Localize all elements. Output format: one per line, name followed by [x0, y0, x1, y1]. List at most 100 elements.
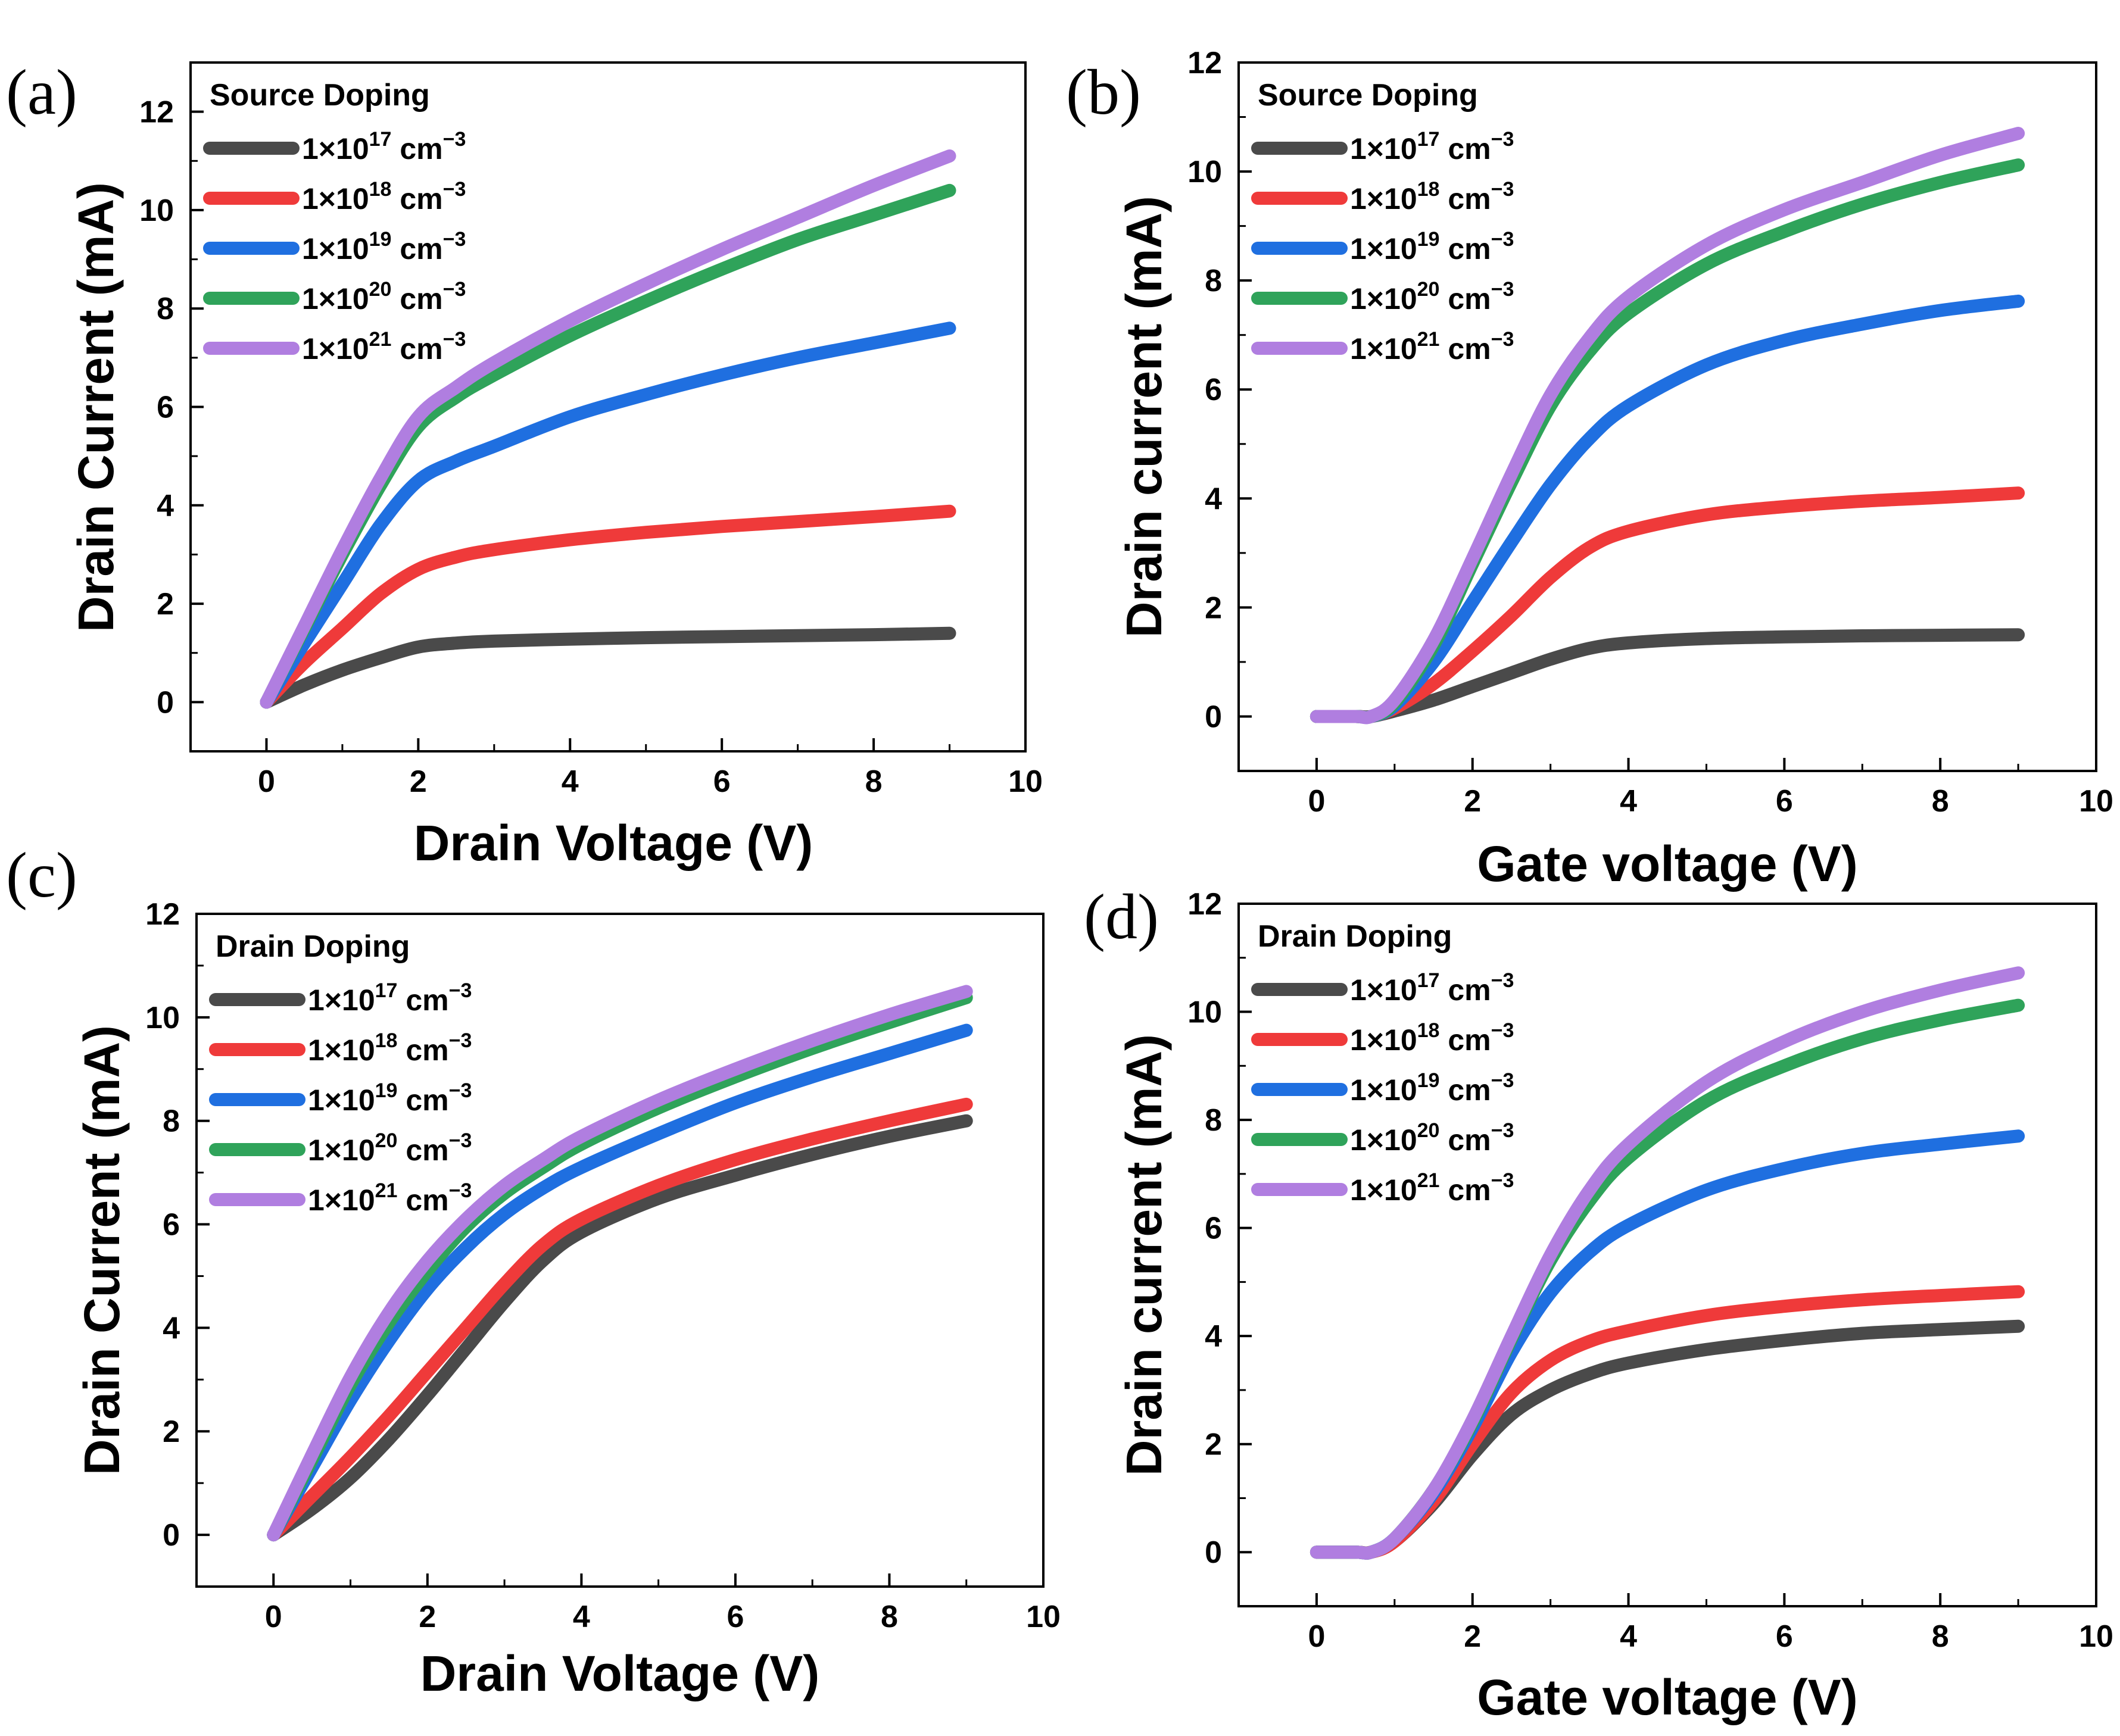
- x-tick-label: 6: [727, 1600, 744, 1634]
- x-tick-label: 8: [1932, 784, 1949, 819]
- legend-entry-5: 1×1021 cm−3: [1350, 1169, 1514, 1207]
- x-tick-label: 10: [1026, 1600, 1061, 1634]
- legend-entry-1: 1×1017 cm−3: [308, 979, 472, 1017]
- x-axis-title: Drain Voltage (V): [420, 1646, 820, 1701]
- y-tick-label: 2: [1205, 1428, 1222, 1462]
- series-line-5: [1310, 966, 2025, 1560]
- chart-panel-1: (a) 0 2 4 6 8 10 0 2 4 6 8 10 12 Drain Voltage (V) Drai…: [6, 57, 1043, 871]
- x-tick-label: 6: [1776, 1619, 1793, 1654]
- x-tick-label: 0: [258, 764, 275, 799]
- legend-entry-3: 1×1019 cm−3: [302, 228, 466, 266]
- x-tick-label: 8: [865, 764, 883, 799]
- panel-label: (c): [6, 840, 77, 911]
- y-tick-label: 8: [1205, 1103, 1222, 1138]
- x-tick-label: 6: [713, 764, 731, 799]
- series-line-2: [267, 1097, 973, 1542]
- panel-label: (d): [1084, 882, 1159, 953]
- x-tick-label: 4: [562, 764, 579, 799]
- y-tick-label: 4: [1205, 482, 1222, 516]
- legend-title: Source Doping: [1258, 78, 1478, 113]
- y-tick-label: 2: [163, 1415, 180, 1449]
- x-axis-title: Gate voltage (V): [1477, 836, 1857, 892]
- y-tick-label: 8: [157, 292, 174, 326]
- y-tick-label: 4: [1205, 1319, 1222, 1354]
- legend-title: Source Doping: [210, 78, 430, 113]
- legend-entry-2: 1×1018 cm−3: [302, 178, 466, 216]
- chart-panel-4: (d) 0 2 4 6 8 10 0 2 4 6 8 10 12 Gate voltage (V) Drain…: [1084, 882, 2113, 1725]
- y-tick-label: 6: [1205, 373, 1222, 407]
- series-line-5: [1310, 127, 2025, 725]
- legend-entry-1: 1×1017 cm−3: [1350, 128, 1514, 166]
- x-tick-label: 2: [1464, 1619, 1481, 1654]
- series-line-3: [260, 321, 956, 709]
- y-tick-label: 12: [145, 897, 180, 932]
- x-tick-label: 10: [2079, 784, 2113, 819]
- series-line-5: [267, 985, 973, 1542]
- y-tick-label: 0: [157, 685, 174, 720]
- y-axis-title: Drain Current (mA): [68, 182, 124, 632]
- y-tick-label: 8: [1205, 264, 1222, 298]
- y-tick-label: 2: [1205, 591, 1222, 625]
- y-tick-label: 8: [163, 1104, 180, 1139]
- y-axis-title: Drain Current (mA): [74, 1025, 130, 1475]
- series-line-4: [260, 183, 956, 709]
- legend-title: Drain Doping: [1258, 919, 1452, 954]
- series-line-1: [260, 626, 956, 709]
- x-tick-label: 0: [265, 1600, 282, 1634]
- y-tick-label: 10: [1187, 995, 1222, 1030]
- y-tick-label: 6: [163, 1208, 180, 1242]
- legend-title: Drain Doping: [216, 929, 410, 964]
- panel-label: (a): [6, 57, 77, 128]
- y-tick-label: 6: [157, 391, 174, 425]
- x-tick-label: 4: [1620, 1619, 1637, 1654]
- x-tick-label: 2: [410, 764, 427, 799]
- x-tick-label: 8: [881, 1600, 898, 1634]
- series-line-3: [267, 1023, 973, 1542]
- chart-panel-3: (c) 0 2 4 6 8 10 0 2 4 6 8 10 12 Drain Voltage (V) Drai…: [6, 840, 1061, 1701]
- y-tick-label: 0: [163, 1518, 180, 1553]
- legend-entry-2: 1×1018 cm−3: [1350, 1019, 1514, 1057]
- x-tick-label: 4: [1620, 784, 1637, 819]
- legend-entry-2: 1×1018 cm−3: [308, 1029, 472, 1067]
- legend-entry-1: 1×1017 cm−3: [1350, 969, 1514, 1007]
- x-tick-label: 10: [2079, 1619, 2113, 1654]
- y-tick-label: 10: [139, 193, 174, 228]
- x-tick-label: 8: [1932, 1619, 1949, 1654]
- y-axis-title: Drain current (mA): [1116, 196, 1172, 638]
- y-tick-label: 0: [1205, 1535, 1222, 1570]
- plot-frame: [1237, 903, 2097, 1607]
- legend-entry-3: 1×1019 cm−3: [308, 1079, 472, 1117]
- plot-frame: [195, 913, 1045, 1588]
- legend-entry-2: 1×1018 cm−3: [1350, 178, 1514, 216]
- legend-entry-5: 1×1021 cm−3: [1350, 328, 1514, 366]
- legend-entry-3: 1×1019 cm−3: [1350, 228, 1514, 266]
- y-tick-label: 0: [1205, 700, 1222, 734]
- chart-panel-2: (b) 0 2 4 6 8 10 0 2 4 6 8 10 12 Gate voltage (V) Drain…: [1066, 46, 2113, 892]
- legend-entry-5: 1×1021 cm−3: [308, 1179, 472, 1217]
- legend-entry-4: 1×1020 cm−3: [1350, 278, 1514, 316]
- y-tick-label: 12: [1187, 46, 1222, 80]
- x-tick-label: 0: [1308, 784, 1325, 819]
- x-tick-label: 6: [1776, 784, 1793, 819]
- y-tick-label: 10: [1187, 155, 1222, 189]
- x-tick-label: 2: [1464, 784, 1481, 819]
- y-tick-label: 10: [145, 1001, 180, 1035]
- series-line-5: [260, 149, 956, 709]
- x-tick-label: 2: [419, 1600, 436, 1634]
- legend-entry-4: 1×1020 cm−3: [302, 278, 466, 316]
- y-tick-label: 12: [1187, 887, 1222, 922]
- y-tick-label: 12: [139, 95, 174, 130]
- legend-entry-4: 1×1020 cm−3: [1350, 1119, 1514, 1157]
- x-tick-label: 4: [573, 1600, 590, 1634]
- y-tick-label: 6: [1205, 1212, 1222, 1246]
- x-axis-title: Gate voltage (V): [1477, 1669, 1857, 1725]
- x-tick-label: 10: [1008, 764, 1043, 799]
- legend-entry-4: 1×1020 cm−3: [308, 1129, 472, 1167]
- legend-entry-3: 1×1019 cm−3: [1350, 1069, 1514, 1107]
- y-axis-title: Drain current (mA): [1116, 1034, 1172, 1476]
- series-line-3: [1310, 1129, 2025, 1560]
- legend-entry-5: 1×1021 cm−3: [302, 328, 466, 366]
- series-line-1: [267, 1114, 973, 1542]
- y-tick-label: 4: [157, 489, 174, 523]
